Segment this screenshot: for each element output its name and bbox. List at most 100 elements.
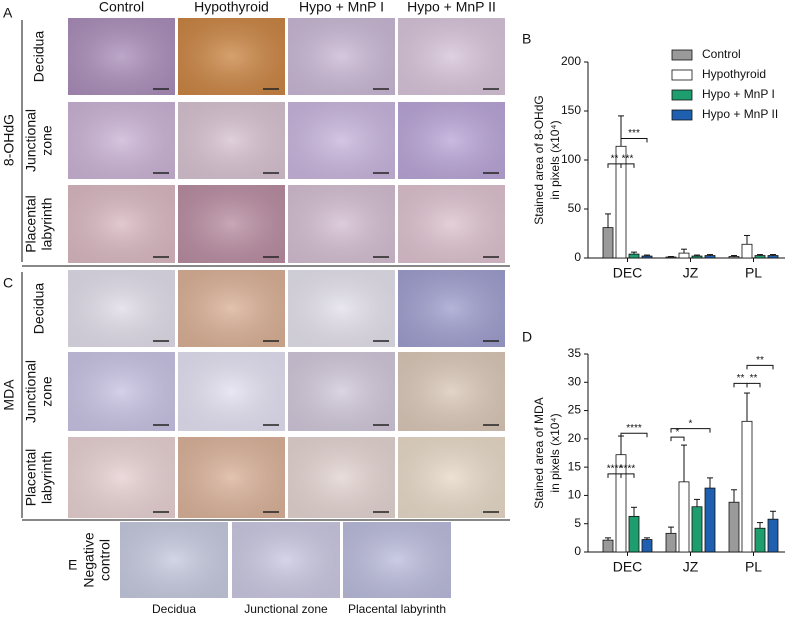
significance-label: *	[689, 418, 693, 429]
micrograph-shade	[178, 102, 285, 179]
bar	[767, 255, 779, 259]
significance-label: **	[611, 154, 619, 165]
significance-label: ***	[622, 154, 634, 165]
significance-label: **	[756, 355, 764, 366]
micrograph-shade	[178, 185, 285, 263]
legend-swatch	[671, 109, 693, 121]
y-tick-label: 15	[568, 459, 582, 473]
y-tick-label: 30	[568, 374, 582, 388]
micrograph-shade	[178, 18, 285, 95]
bar	[691, 506, 703, 553]
bar	[641, 539, 653, 553]
row-label: zone	[39, 376, 55, 407]
row-label: labyrinth	[39, 451, 55, 504]
panel-label: E	[68, 557, 77, 573]
micrograph-shade	[398, 18, 505, 95]
x-tick-label: DEC	[613, 265, 643, 281]
micrograph-shade	[178, 270, 285, 347]
y-tick-label: 5	[574, 516, 581, 530]
y-tick-label: 100	[561, 152, 581, 166]
significance-bracket	[620, 432, 648, 438]
bar	[628, 515, 640, 553]
micrograph-shade	[288, 352, 395, 431]
y-tick-label: 35	[568, 346, 582, 360]
significance-label: *	[676, 427, 680, 438]
significance-bracket	[620, 163, 635, 168]
significance-bracket	[746, 382, 761, 388]
y-axis-label: in pixels (x10⁴)	[548, 120, 562, 199]
micrograph-shade	[398, 102, 505, 179]
x-tick-label: DEC	[613, 559, 643, 575]
caption: Placental labyrinth	[348, 602, 446, 616]
bar	[728, 256, 740, 259]
legend-swatch	[671, 49, 693, 61]
significance-bracket	[746, 364, 774, 370]
significance-label: **	[750, 373, 758, 384]
micrograph-shade	[68, 185, 175, 263]
bar	[704, 255, 716, 259]
micrograph-shade	[288, 18, 395, 95]
y-tick-label: 50	[568, 201, 582, 215]
micrograph-shade	[178, 437, 285, 518]
panel-label: C	[3, 275, 13, 291]
row-label: Decidua	[31, 283, 47, 335]
row-label: Junctional	[23, 109, 39, 172]
group-label: 8-OHdG	[1, 114, 17, 166]
column-header: Hypo + MnP I	[299, 0, 384, 15]
micrograph-shade	[68, 437, 175, 518]
column-header: Hypo + MnP II	[407, 0, 496, 15]
micrograph-shade	[68, 270, 175, 347]
y-tick-label: 0	[574, 544, 581, 558]
bar	[741, 420, 753, 553]
legend-label: Hypo + MnP I	[702, 87, 775, 101]
legend-swatch	[671, 69, 693, 81]
significance-label: ***	[628, 128, 640, 139]
x-tick-label: PL	[745, 559, 762, 575]
micrograph-shade	[343, 522, 451, 598]
micrograph-shade	[178, 352, 285, 431]
bar	[728, 501, 740, 553]
micrograph-shade	[288, 185, 395, 263]
bar	[754, 255, 766, 259]
panel-label: A	[3, 5, 13, 21]
caption: Decidua	[152, 602, 196, 616]
significance-label: **	[737, 373, 745, 384]
micrograph-shade	[120, 522, 228, 598]
significance-bracket	[620, 473, 635, 478]
x-tick-label: JZ	[683, 265, 699, 281]
caption: Junctional zone	[244, 602, 328, 616]
bar	[741, 243, 753, 259]
micrograph-shade	[398, 270, 505, 347]
row-label: Placental	[23, 195, 39, 253]
x-tick-label: PL	[745, 265, 762, 281]
micrograph-shade	[232, 522, 340, 598]
bar	[628, 253, 640, 259]
micrograph-shade	[398, 185, 505, 263]
bar	[767, 518, 779, 553]
micrograph-shade	[288, 437, 395, 518]
y-tick-label: 20	[568, 431, 582, 445]
bar	[602, 539, 614, 553]
significance-label: ****	[626, 423, 642, 434]
row-label: Negative	[81, 532, 97, 587]
column-header: Control	[99, 0, 144, 15]
significance-bracket	[670, 428, 711, 433]
micrograph-shade	[398, 352, 505, 431]
significance-label: ****	[620, 464, 636, 475]
legend-label: Hypothyroid	[702, 67, 766, 81]
micrograph-shade	[288, 270, 395, 347]
y-tick-label: 10	[568, 488, 582, 502]
y-tick-label: 200	[561, 54, 581, 68]
bar	[754, 527, 766, 553]
bar	[678, 481, 690, 553]
panel-label: B	[522, 31, 531, 47]
legend-label: Control	[702, 47, 741, 61]
row-label: labyrinth	[39, 198, 55, 251]
significance-label: ****	[607, 464, 623, 475]
bar	[602, 227, 614, 259]
bar	[665, 532, 677, 553]
y-axis-label: in pixels (x10⁴)	[548, 413, 562, 492]
row-label: zone	[39, 125, 55, 156]
bar	[704, 487, 716, 553]
y-tick-label: 150	[561, 103, 581, 117]
